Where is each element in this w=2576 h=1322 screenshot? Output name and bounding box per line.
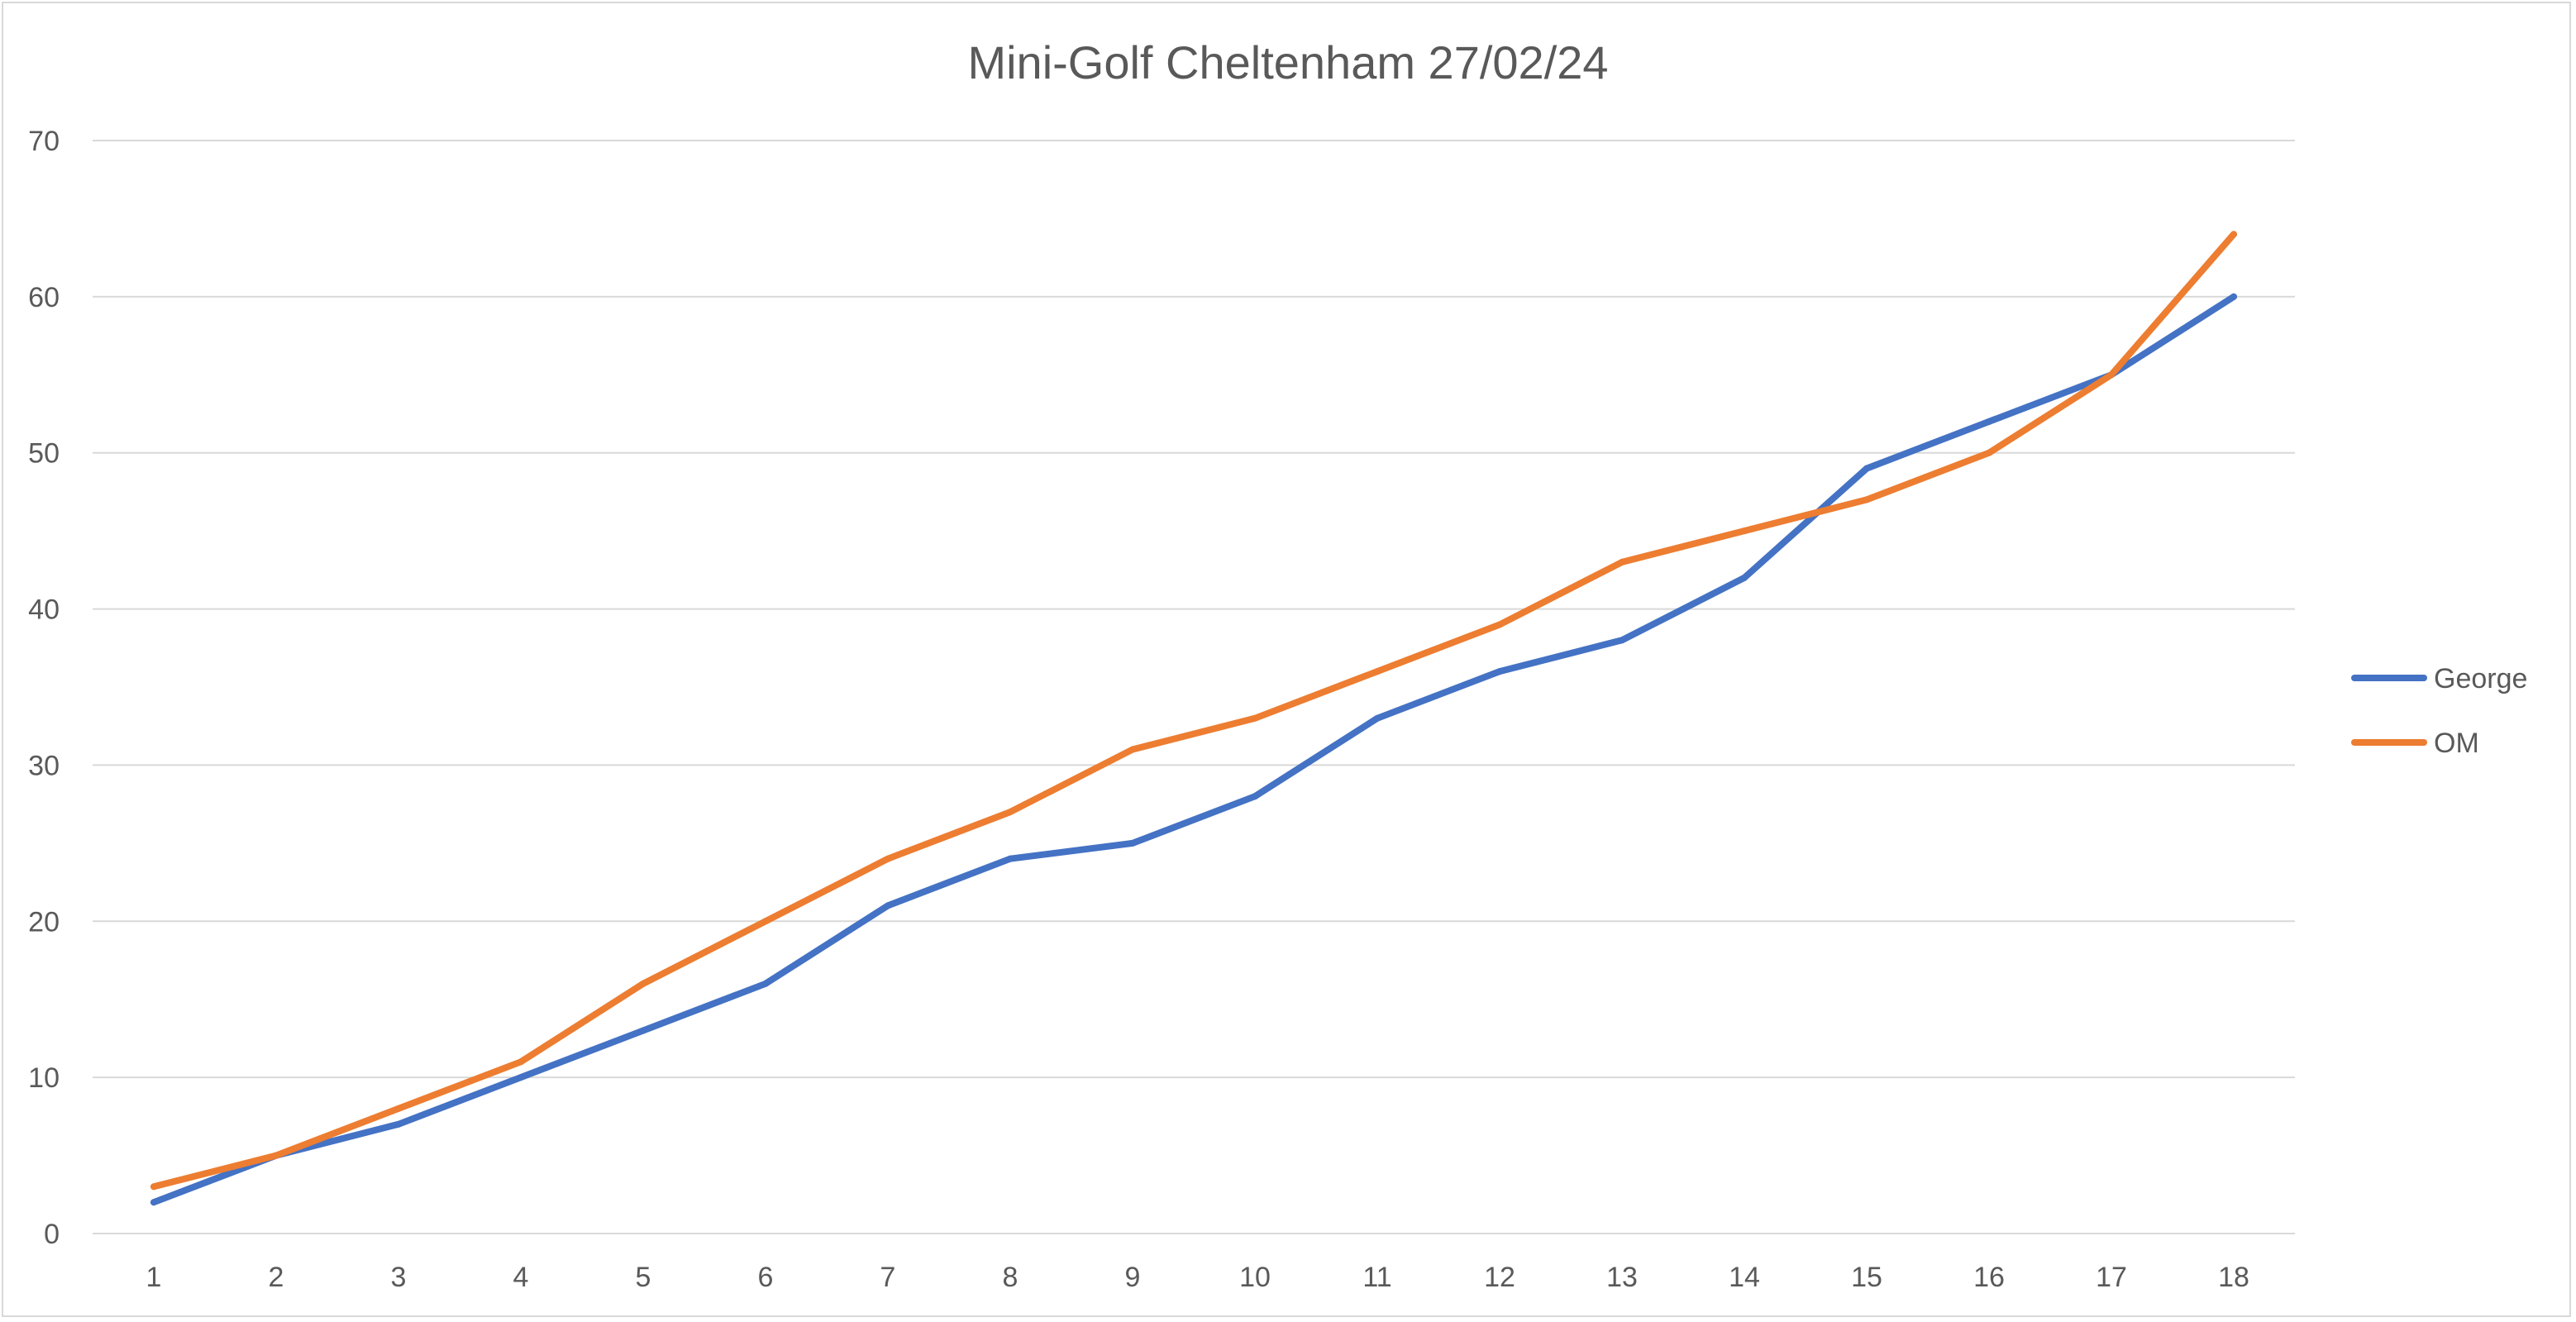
data-point: [885, 855, 891, 862]
data-point: [1619, 558, 1625, 566]
data-point: [1863, 496, 1870, 504]
x-tick-label: 3: [391, 1262, 407, 1293]
data-point: [885, 902, 891, 909]
series-lines: [150, 231, 2237, 1206]
data-point: [150, 1183, 157, 1191]
x-tick-label: 5: [636, 1262, 651, 1293]
series-line-om: [150, 231, 2237, 1191]
data-point: [762, 918, 769, 925]
legend-label: OM: [2434, 728, 2479, 759]
gridlines: [93, 140, 2295, 1234]
y-tick-label: 20: [28, 906, 60, 938]
data-point: [273, 1152, 279, 1159]
data-point: [762, 980, 769, 987]
data-point: [1986, 449, 1992, 456]
y-tick-label: 10: [28, 1062, 60, 1094]
y-tick-label: 40: [28, 594, 60, 626]
series-line-george: [150, 293, 2237, 1206]
x-tick-label: 12: [1484, 1262, 1515, 1293]
data-point: [518, 1058, 524, 1066]
data-point: [640, 1027, 646, 1034]
x-tick-label: 2: [269, 1262, 284, 1293]
legend-label: George: [2434, 663, 2527, 694]
x-tick-label: 14: [1729, 1262, 1760, 1293]
x-tick-label: 10: [1239, 1262, 1271, 1293]
data-point: [1007, 855, 1014, 862]
x-axis-ticks: 1 2 3 4 5 6 7 8 9 10 11 12 13 14 15 16 17 18: [146, 1262, 2249, 1293]
data-point: [1007, 809, 1014, 816]
y-tick-label: 0: [44, 1219, 60, 1250]
data-point: [1986, 418, 1992, 425]
y-tick-label: 30: [28, 750, 60, 781]
x-tick-label: 7: [880, 1262, 896, 1293]
data-point: [1252, 714, 1258, 722]
data-point: [640, 980, 646, 987]
x-tick-label: 18: [2218, 1262, 2249, 1293]
data-point: [395, 1105, 402, 1112]
data-point: [1741, 574, 1748, 581]
x-tick-label: 13: [1606, 1262, 1638, 1293]
data-point: [1863, 465, 1870, 472]
data-point: [1374, 714, 1381, 722]
x-tick-label: 16: [1973, 1262, 2005, 1293]
data-point: [1129, 746, 1136, 753]
data-point: [1252, 793, 1258, 800]
y-tick-label: 50: [28, 438, 60, 470]
x-tick-label: 1: [146, 1262, 162, 1293]
data-point: [150, 1199, 157, 1206]
data-point: [1619, 637, 1625, 644]
data-point: [2108, 371, 2115, 379]
x-tick-label: 17: [2096, 1262, 2127, 1293]
data-point: [1374, 668, 1381, 675]
data-point: [1496, 668, 1503, 675]
legend: George OM: [2351, 663, 2527, 759]
x-tick-label: 6: [758, 1262, 774, 1293]
y-tick-label: 70: [28, 126, 60, 157]
data-point: [518, 1074, 524, 1081]
data-point: [2230, 231, 2237, 238]
y-axis-ticks: 0 10 20 30 40 50 60 70: [28, 126, 60, 1250]
x-tick-label: 15: [1851, 1262, 1882, 1293]
y-tick-label: 60: [28, 282, 60, 313]
x-tick-label: 9: [1125, 1262, 1141, 1293]
data-point: [1496, 621, 1503, 628]
data-point: [1741, 527, 1748, 535]
x-tick-label: 4: [513, 1262, 529, 1293]
chart-title: Mini-Golf Cheltenham 27/02/24: [967, 36, 1608, 88]
x-tick-label: 11: [1362, 1262, 1391, 1293]
data-point: [2230, 293, 2237, 300]
data-point: [395, 1120, 402, 1128]
x-tick-label: 8: [1003, 1262, 1018, 1293]
data-point: [1129, 839, 1136, 847]
